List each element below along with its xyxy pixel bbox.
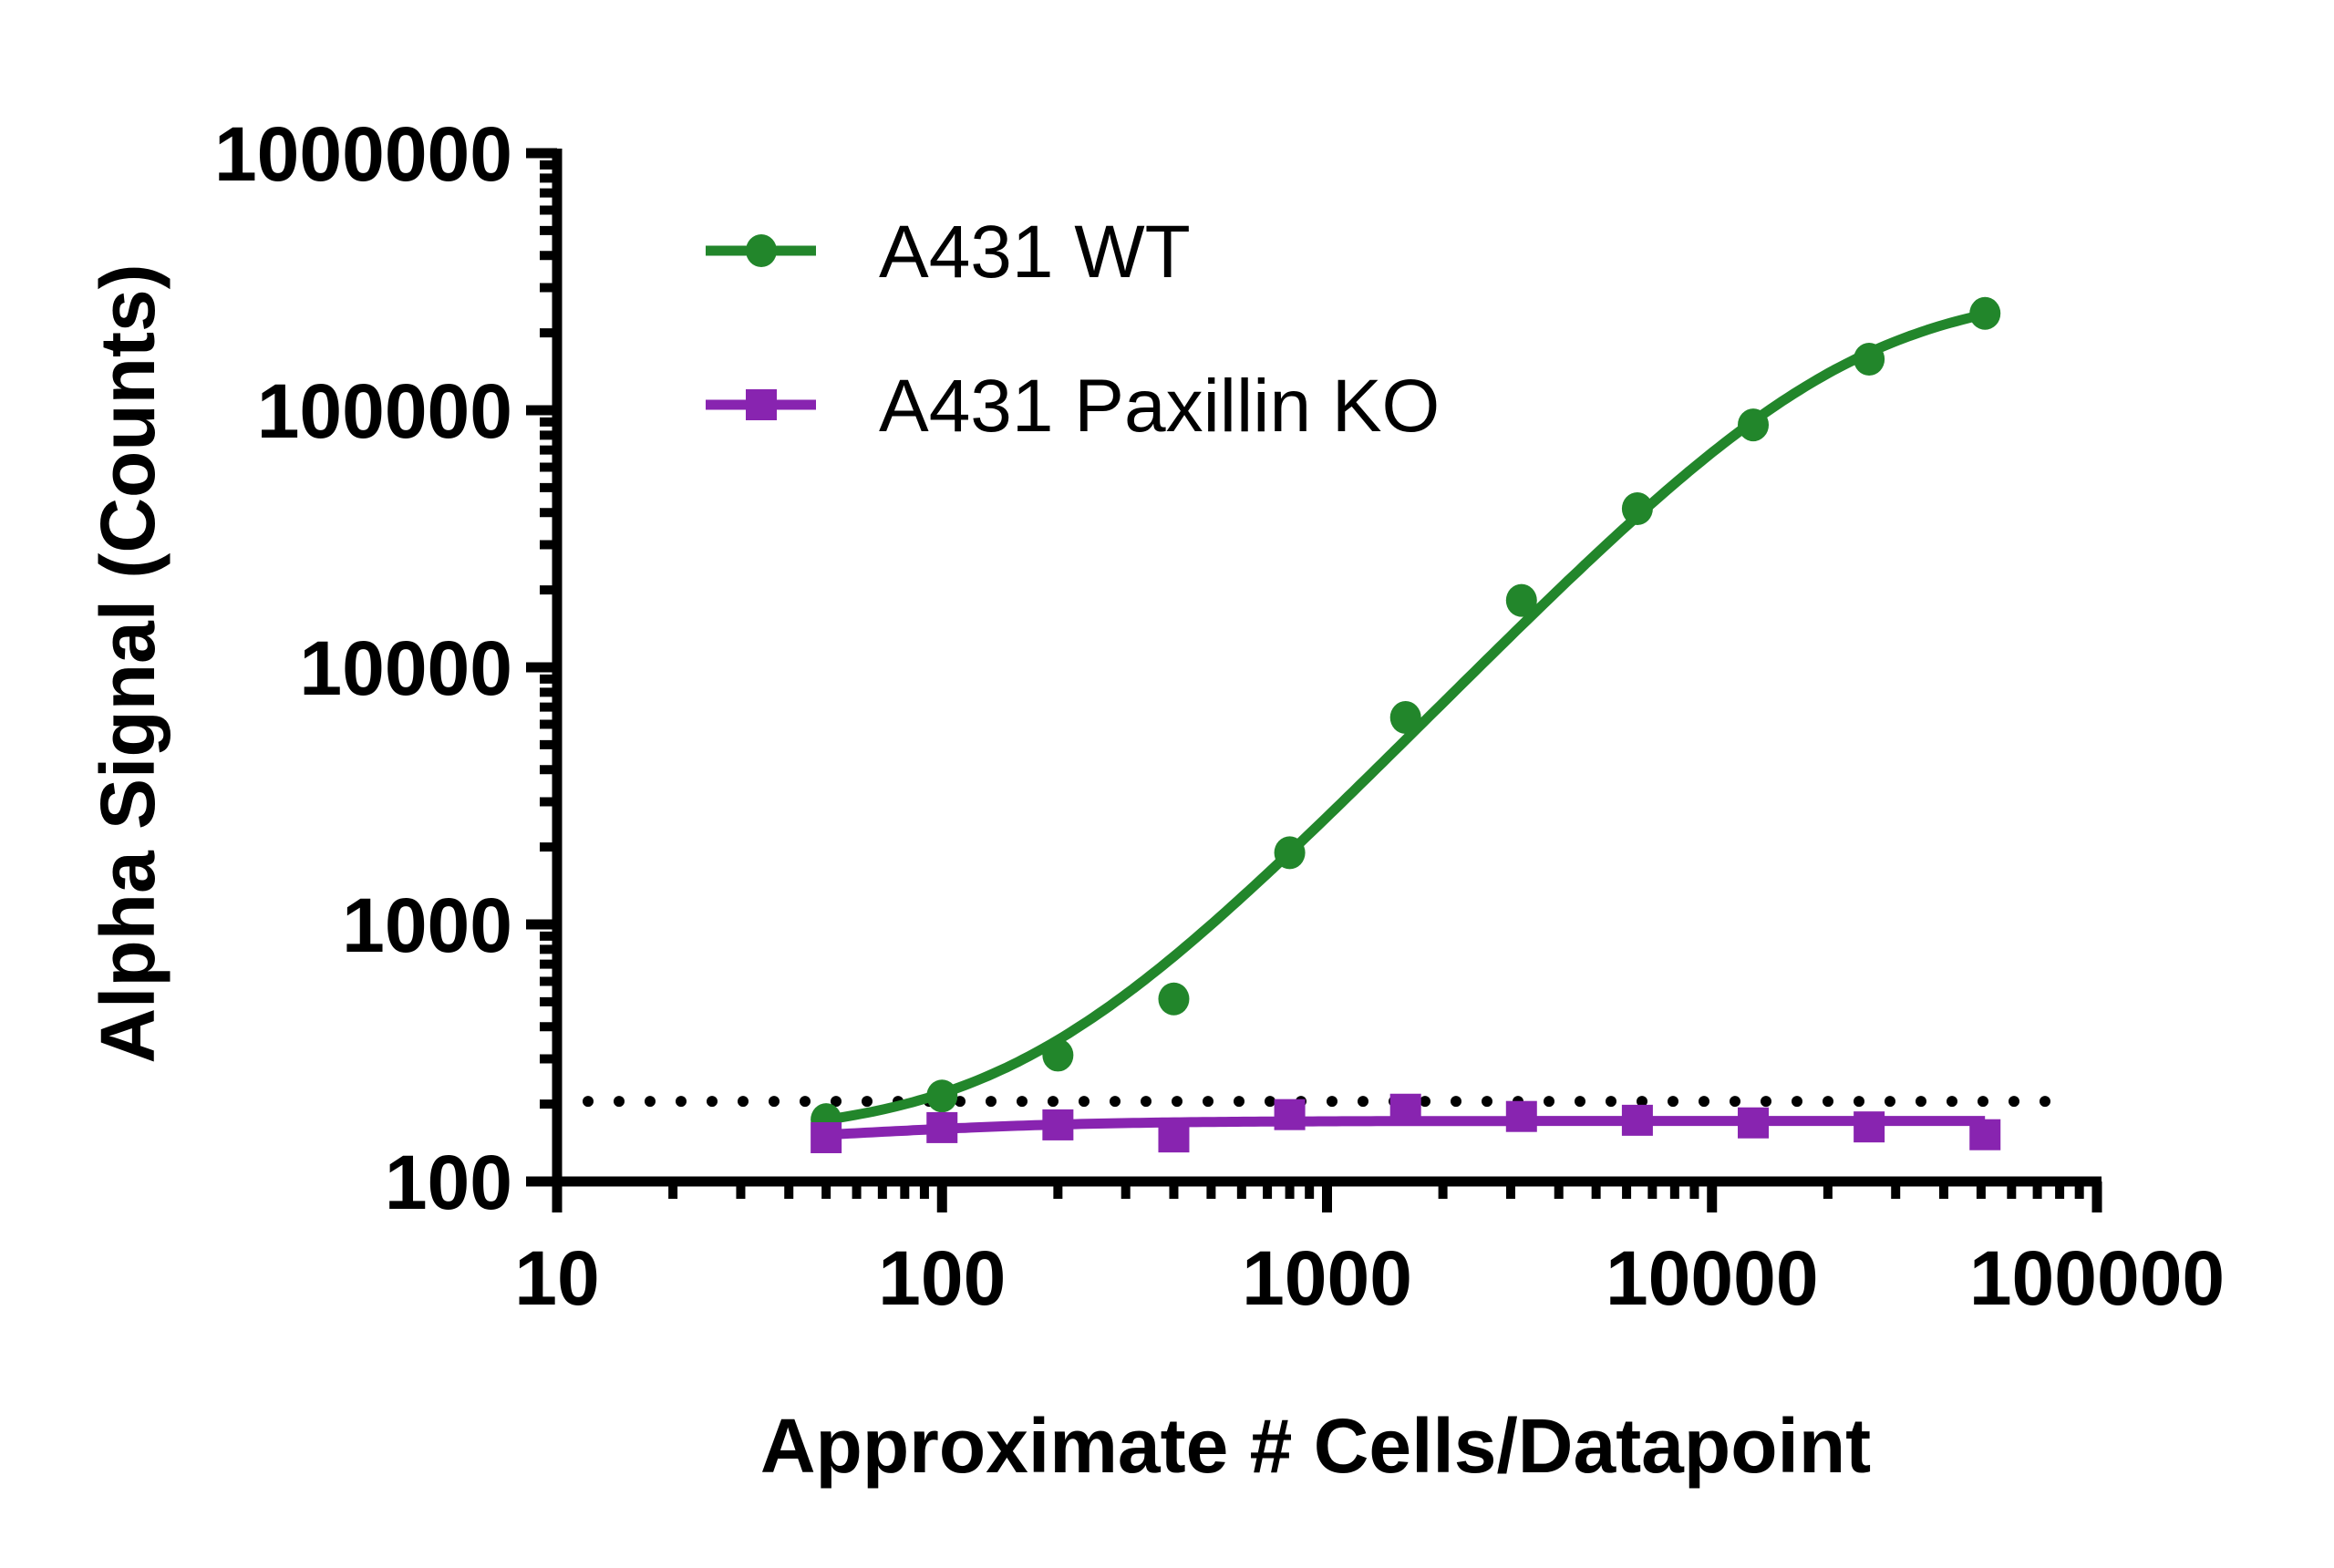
data-point-a431-wt	[1738, 408, 1770, 442]
data-point-a431-paxillin-ko	[1158, 1121, 1190, 1153]
y-tick-label: 1000	[342, 882, 512, 968]
data-point-a431-paxillin-ko	[1854, 1111, 1885, 1143]
data-point-a431-wt	[1274, 836, 1306, 870]
data-point-a431-paxillin-ko	[1621, 1104, 1653, 1136]
x-ticks	[552, 1181, 2102, 1212]
data-point-a431-wt	[1969, 296, 2001, 330]
y-tick-label: 100000	[257, 368, 512, 454]
data-point-a431-paxillin-ko	[811, 1121, 842, 1153]
legend: A431 WT A431 Paxillin KO	[706, 211, 1440, 448]
data-point-a431-wt	[1158, 982, 1190, 1016]
data-point-a431-wt	[1505, 583, 1537, 617]
y-tick-label: 10000	[299, 625, 512, 711]
legend-item-a431-paxillin-ko: A431 Paxillin KO	[706, 365, 1440, 448]
data-point-a431-wt	[1042, 1038, 1074, 1072]
y-tick-label: 1000000	[214, 111, 512, 197]
x-tick-label: 10	[514, 1235, 599, 1321]
axes: 10 100 1000 10000 100000 1001000100001000001…	[214, 111, 2225, 1321]
legend-label: A431 WT	[879, 211, 1191, 294]
x-tick-label: 100	[878, 1235, 1006, 1321]
y-tick-label: 100	[385, 1140, 512, 1225]
legend-item-a431-wt: A431 WT	[706, 211, 1191, 294]
legend-square-marker-icon	[746, 389, 777, 420]
data-point-a431-paxillin-ko	[1738, 1107, 1770, 1139]
x-tick-label: 1000	[1242, 1235, 1412, 1321]
data-point-a431-paxillin-ko	[1969, 1119, 2001, 1150]
data-point-a431-paxillin-ko	[926, 1111, 958, 1143]
x-axis-title: Approximate # Cells/Datapoint	[760, 1403, 1871, 1489]
data-point-a431-wt	[1854, 342, 1885, 376]
data-markers	[811, 296, 2001, 1153]
x-tick-label: 100000	[1969, 1235, 2225, 1321]
data-point-a431-wt	[926, 1079, 958, 1113]
data-point-a431-wt	[1621, 492, 1653, 526]
legend-label: A431 Paxillin KO	[879, 365, 1440, 448]
y-axis-title: Alpha Signal (Counts)	[85, 263, 170, 1063]
x-tick-label: 10000	[1606, 1235, 1819, 1321]
data-point-a431-paxillin-ko	[1389, 1093, 1421, 1125]
data-point-a431-paxillin-ko	[1042, 1109, 1074, 1140]
y-ticks	[526, 148, 557, 1187]
legend-circle-marker-icon	[746, 234, 777, 267]
data-point-a431-paxillin-ko	[1274, 1099, 1306, 1130]
data-point-a431-wt	[1389, 701, 1421, 735]
x-tick-labels: 10 100 1000 10000 100000	[514, 1235, 2225, 1321]
y-tick-labels: 100 1000 10000 100000 1000000	[214, 111, 512, 1225]
fit-curve-a431-wt	[825, 309, 1987, 1125]
data-point-a431-paxillin-ko	[1505, 1100, 1537, 1132]
